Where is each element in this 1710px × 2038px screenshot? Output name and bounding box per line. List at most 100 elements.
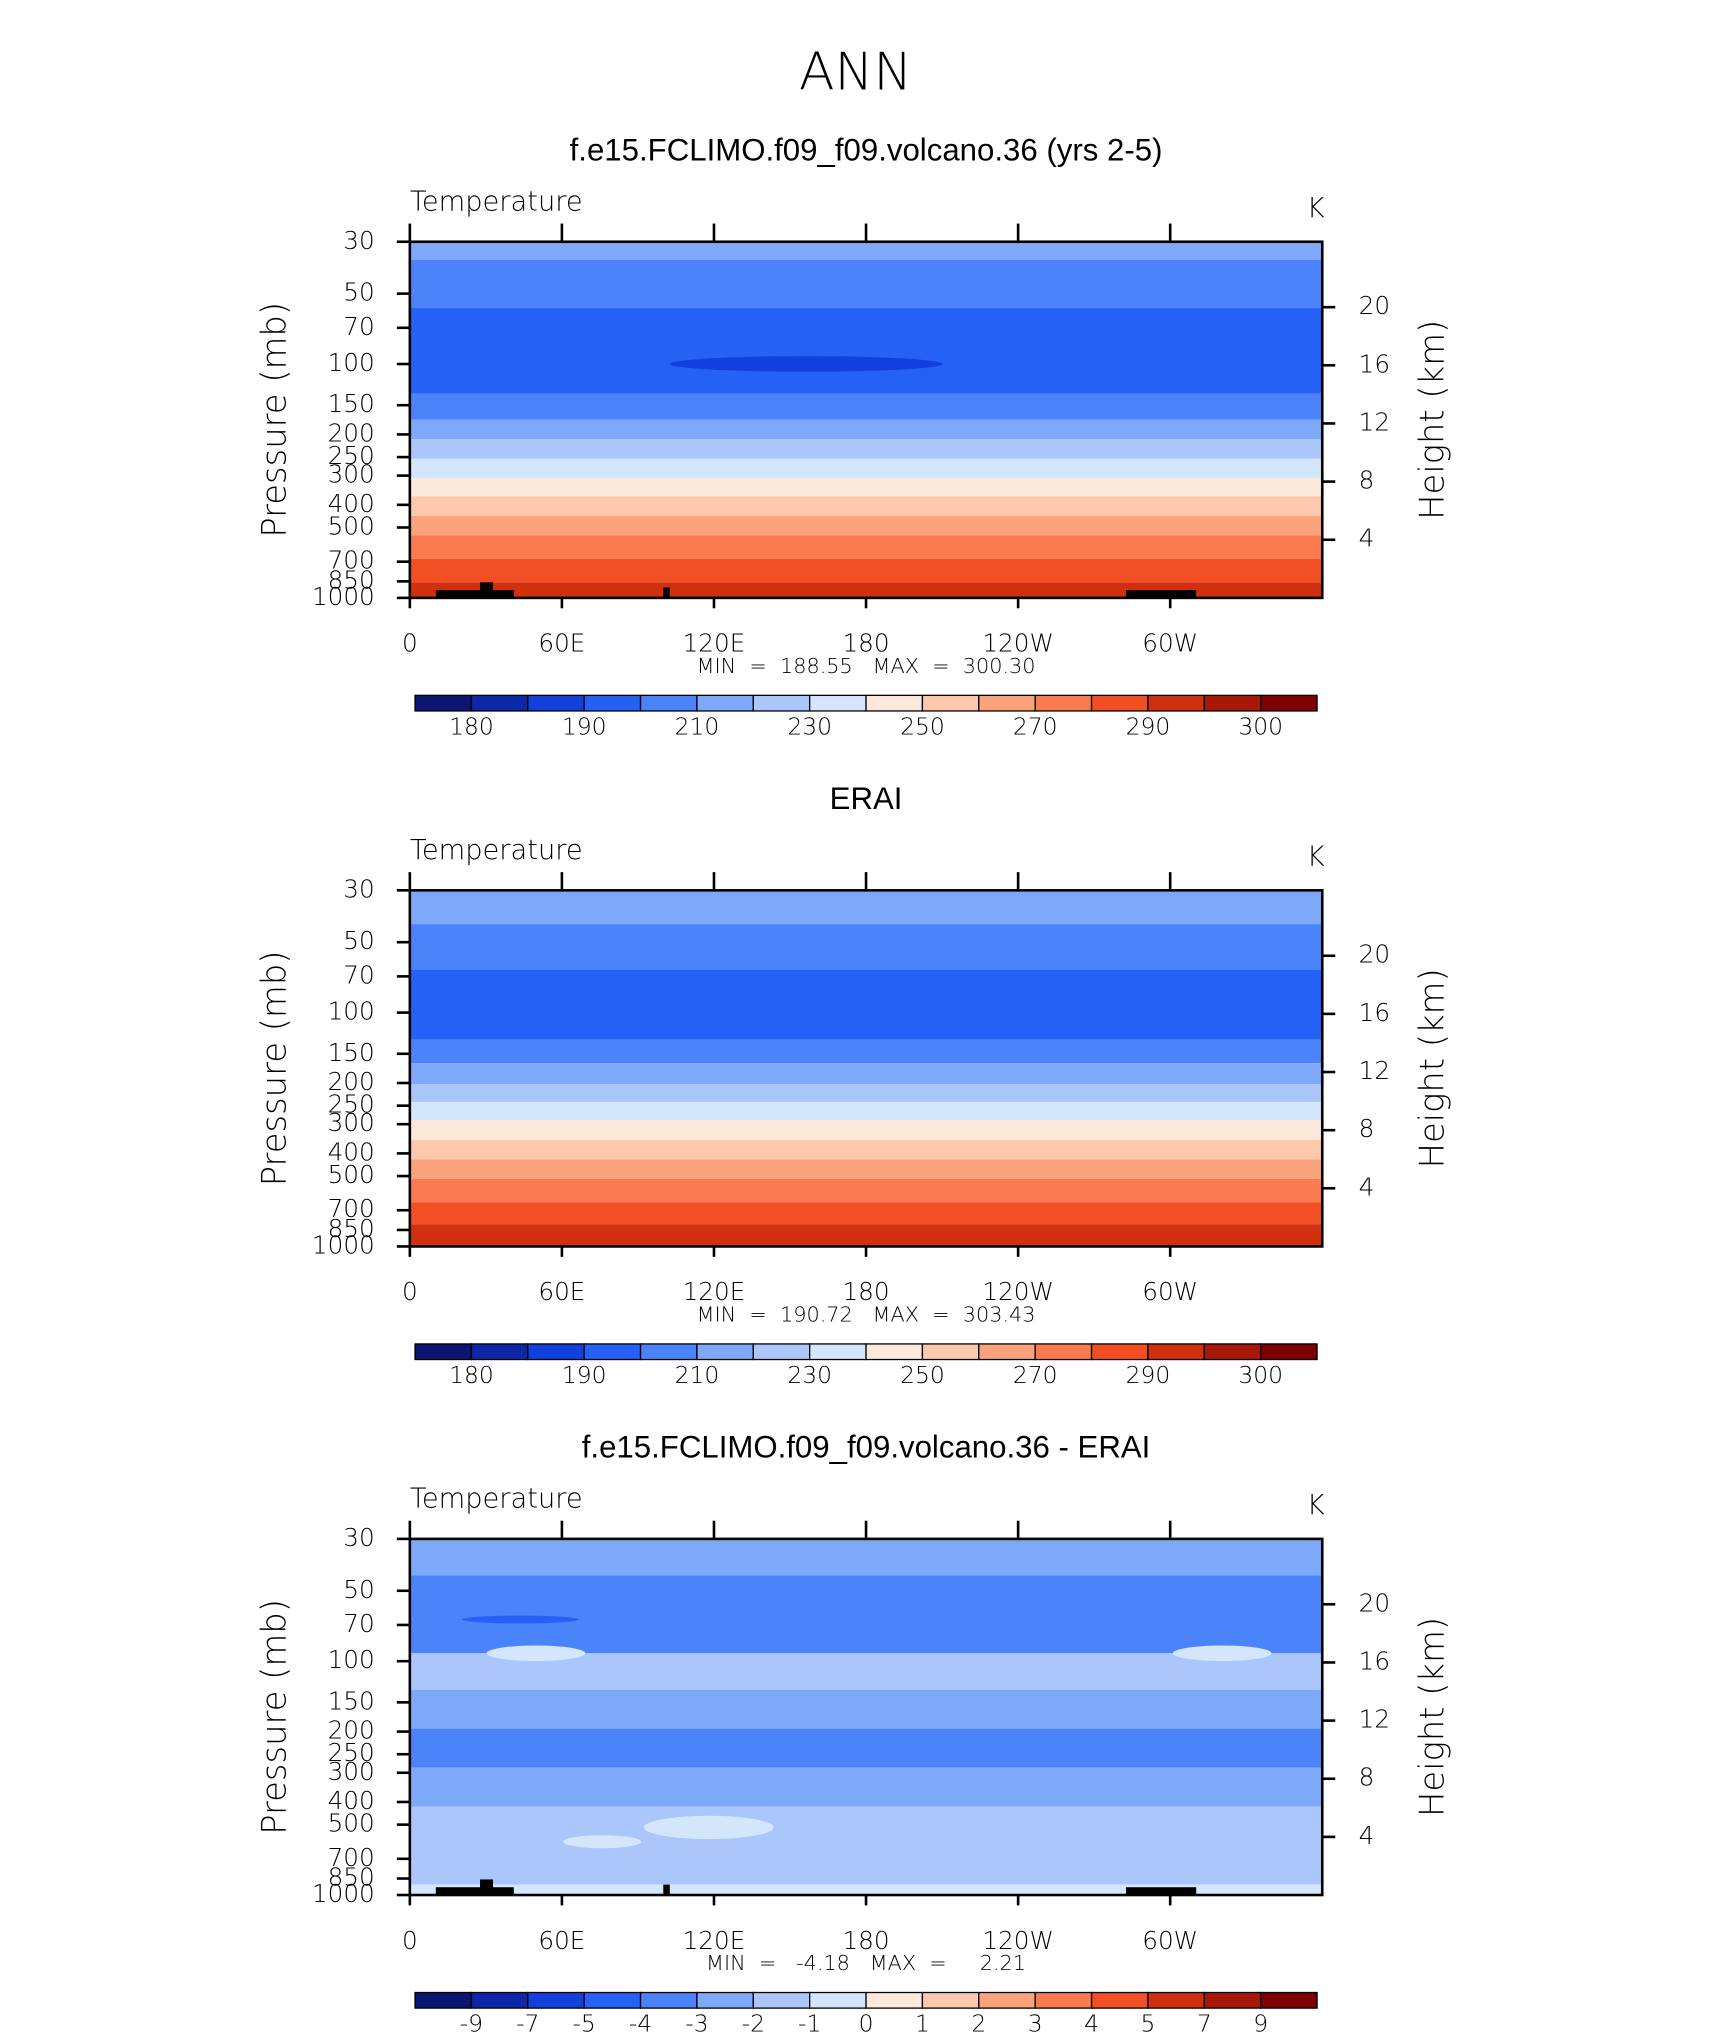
topography: [663, 1884, 670, 1896]
colorbar-swatch: [470, 1991, 529, 2009]
colorbar-label: 270: [1013, 712, 1058, 740]
y2-axis-label: Height (km): [1413, 1617, 1452, 1817]
colorbar-swatch: [809, 694, 867, 712]
y-tick-label: 200: [328, 1067, 375, 1096]
colorbar-swatch: [414, 1343, 473, 1361]
x-tick-label: 0: [402, 629, 418, 658]
y-tick-label: 50: [343, 1575, 374, 1604]
colorbar-label: 5: [1140, 2010, 1155, 2038]
y-tick-label: 250: [328, 1090, 375, 1119]
colorbar-swatch: [639, 694, 698, 712]
units-label: K: [1307, 1490, 1325, 1521]
y-tick-label: 250: [328, 441, 375, 470]
x-tick-label: 180: [842, 1277, 889, 1306]
colorbar-label: 210: [675, 1361, 720, 1389]
colorbar-swatch: [414, 694, 473, 712]
y2-axis-label: Height (km): [1413, 320, 1452, 520]
colorbar-swatch: [865, 1991, 924, 2009]
contour-band: [409, 1767, 1323, 1807]
colorbar-swatch: [752, 694, 811, 712]
y-tick-label: 250: [328, 1738, 375, 1767]
y2-tick-label: 20: [1359, 291, 1390, 320]
y2-tick-label: 16: [1359, 1646, 1390, 1675]
min-max-stats: MIN = 190.72 MAX = 303.43: [697, 1302, 1036, 1326]
y-tick-label: 1000: [312, 1879, 375, 1908]
y-tick-label: 400: [328, 489, 375, 518]
x-tick-label: 0: [402, 1926, 418, 1955]
y-tick-label: 200: [328, 418, 375, 447]
y2-tick-label: 4: [1359, 524, 1375, 553]
colorbar-label: 290: [1126, 712, 1171, 740]
colorbar-label: 250: [900, 712, 945, 740]
contour-band: [409, 478, 1323, 497]
colorbar-label: -1: [798, 2010, 821, 2038]
topography: [435, 1887, 514, 1896]
colorbar-swatch: [527, 1991, 585, 2009]
y-tick-label: 400: [328, 1137, 375, 1166]
topography: [435, 590, 514, 598]
contour-region: [643, 1815, 774, 1840]
colorbar-swatch: [1090, 1991, 1149, 2009]
x-tick-label: 60W: [1142, 1277, 1198, 1306]
colorbar-label: 230: [787, 1361, 832, 1389]
colorbar-swatch: [1260, 694, 1318, 712]
x-tick-label: 0: [402, 1277, 418, 1306]
colorbar-swatch: [809, 1343, 867, 1361]
y-tick-label: 400: [328, 1786, 375, 1815]
y2-tick-label: 8: [1359, 1763, 1375, 1792]
colorbar-swatch: [978, 1343, 1036, 1361]
colorbar-swatch: [527, 1343, 585, 1361]
y-tick-label: 300: [328, 1757, 375, 1786]
contour-region: [486, 1645, 586, 1662]
colorbar-swatch: [1147, 1343, 1205, 1361]
contour-band: [409, 1728, 1323, 1768]
contour-band: [409, 308, 1323, 394]
y-tick-label: 70: [343, 960, 374, 989]
colorbar-label: -5: [573, 2010, 596, 2038]
contour-band: [409, 515, 1323, 536]
contour-band: [409, 458, 1323, 479]
colorbar-label: 7: [1197, 2010, 1212, 2038]
colorbar-swatch: [696, 694, 754, 712]
contour-band: [409, 1806, 1323, 1885]
x-tick-label: 180: [842, 629, 889, 658]
colorbar-label: -7: [516, 2010, 539, 2038]
contour-band: [409, 535, 1323, 559]
contour-band: [409, 496, 1323, 516]
min-max-stats: MIN = 188.55 MAX = 300.30: [697, 654, 1036, 678]
colorbar-swatch: [470, 1343, 529, 1361]
colorbar-label: 190: [562, 712, 607, 740]
y2-tick-label: 8: [1359, 1114, 1375, 1143]
y-tick-label: 150: [328, 389, 375, 418]
y2-tick-label: 16: [1359, 998, 1390, 1027]
y-tick-label: 30: [343, 1523, 374, 1552]
topography: [663, 587, 670, 598]
y-tick-label: 500: [328, 1809, 375, 1838]
y-tick-label: 850: [328, 1214, 375, 1243]
colorbar-label: 270: [1013, 1361, 1058, 1389]
contour-band: [409, 439, 1323, 459]
y-tick-label: 700: [328, 546, 375, 575]
colorbar-swatch: [865, 694, 924, 712]
contour-band: [409, 1538, 1323, 1576]
panel-title: f.e15.FCLIMO.f09_f09.volcano.36 (yrs 2-5…: [570, 132, 1163, 167]
colorbar-swatch: [1090, 1343, 1149, 1361]
colorbar-label: 190: [562, 1361, 607, 1389]
colorbar-swatch: [583, 694, 642, 712]
y2-tick-label: 12: [1359, 407, 1390, 436]
y-tick-label: 50: [343, 926, 374, 955]
y-tick-label: 150: [328, 1686, 375, 1715]
contour-region: [461, 1615, 579, 1624]
x-tick-label: 60W: [1142, 629, 1198, 658]
variable-label: Temperature: [410, 835, 583, 866]
contour-band: [409, 1083, 1323, 1103]
y-tick-label: 30: [343, 226, 374, 255]
contour-band: [409, 1039, 1323, 1064]
colorbar-label: 210: [675, 712, 720, 740]
x-tick-label: 60E: [538, 629, 585, 658]
y2-axis-label: Height (km): [1413, 968, 1452, 1168]
y-tick-label: 500: [328, 511, 375, 540]
contour-region: [669, 356, 943, 372]
colorbar-label: 250: [900, 1361, 945, 1389]
colorbar-label: 230: [787, 712, 832, 740]
